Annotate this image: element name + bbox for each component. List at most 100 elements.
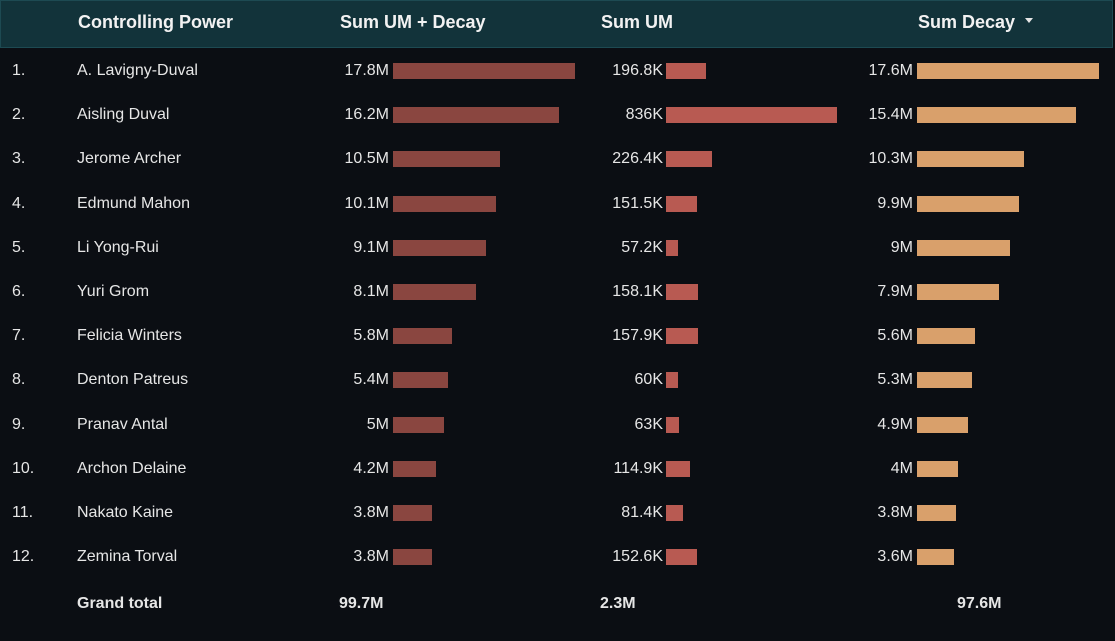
grand-total-label: Grand total bbox=[77, 595, 163, 612]
row-um-decay-value: 16.2M bbox=[344, 106, 389, 123]
row-um-decay-value: 5M bbox=[366, 416, 389, 433]
row-decay-bar bbox=[917, 549, 954, 565]
row-um-decay-value: 3.8M bbox=[353, 548, 389, 565]
row-rank: 12. bbox=[12, 548, 35, 565]
row-um-decay-bar bbox=[393, 372, 448, 388]
header-controlling-power[interactable]: Controlling Power bbox=[78, 12, 233, 32]
row-rank: 3. bbox=[12, 150, 26, 167]
row-um-decay-value: 17.8M bbox=[344, 62, 389, 79]
row-rank: 2. bbox=[12, 106, 26, 123]
grand-total-um-decay: 99.7M bbox=[339, 595, 384, 612]
table-row[interactable]: 3. Jerome Archer 10.5M 226.4K 10.3M bbox=[0, 137, 1115, 181]
table-header: Controlling Power Sum UM + Decay Sum UM … bbox=[0, 0, 1113, 48]
table-row[interactable]: 4. Edmund Mahon 10.1M 151.5K 9.9M bbox=[0, 182, 1115, 226]
row-power-name: Jerome Archer bbox=[77, 150, 182, 167]
row-decay-value: 7.9M bbox=[877, 283, 913, 300]
row-um-decay-value: 9.1M bbox=[353, 239, 389, 256]
grand-total-decay: 97.6M bbox=[957, 595, 1002, 612]
row-decay-value: 10.3M bbox=[868, 150, 913, 167]
row-rank: 5. bbox=[12, 239, 26, 256]
row-power-name: Li Yong-Rui bbox=[77, 239, 159, 256]
row-um-bar bbox=[666, 151, 712, 167]
row-decay-value: 5.3M bbox=[877, 371, 913, 388]
row-decay-value: 5.6M bbox=[877, 327, 913, 344]
table-row[interactable]: 2. Aisling Duval 16.2M 836K 15.4M bbox=[0, 93, 1115, 137]
row-um-value: 196.8K bbox=[612, 62, 663, 79]
row-decay-bar bbox=[917, 461, 958, 477]
row-decay-bar bbox=[917, 196, 1019, 212]
table-row[interactable]: 11. Nakato Kaine 3.8M 81.4K 3.8M bbox=[0, 491, 1115, 535]
row-decay-bar bbox=[917, 505, 956, 521]
table-row[interactable]: 9. Pranav Antal 5M 63K 4.9M bbox=[0, 403, 1115, 447]
row-power-name: Edmund Mahon bbox=[77, 195, 190, 212]
row-decay-bar bbox=[917, 284, 999, 300]
row-rank: 9. bbox=[12, 416, 26, 433]
row-um-value: 60K bbox=[634, 371, 663, 388]
row-decay-bar bbox=[917, 372, 972, 388]
row-power-name: Yuri Grom bbox=[77, 283, 150, 300]
row-decay-bar bbox=[917, 151, 1024, 167]
table-row[interactable]: 5. Li Yong-Rui 9.1M 57.2K 9M bbox=[0, 226, 1115, 270]
row-power-name: Archon Delaine bbox=[77, 460, 187, 477]
row-um-bar bbox=[666, 549, 697, 565]
row-um-decay-bar bbox=[393, 284, 476, 300]
row-decay-bar bbox=[917, 240, 1010, 256]
row-um-value: 151.5K bbox=[612, 195, 663, 212]
row-um-bar bbox=[666, 328, 698, 344]
row-decay-bar bbox=[917, 63, 1099, 79]
row-decay-value: 4.9M bbox=[877, 416, 913, 433]
row-um-decay-value: 3.8M bbox=[353, 504, 389, 521]
row-um-decay-bar bbox=[393, 461, 436, 477]
row-decay-value: 15.4M bbox=[868, 106, 913, 123]
table-row[interactable]: 12. Zemina Torval 3.8M 152.6K 3.6M bbox=[0, 535, 1115, 579]
header-sum-decay-label: Sum Decay bbox=[918, 12, 1016, 32]
row-rank: 11. bbox=[12, 504, 34, 521]
row-um-decay-bar bbox=[393, 196, 496, 212]
row-um-decay-value: 5.4M bbox=[353, 371, 389, 388]
header-sum-um[interactable]: Sum UM bbox=[601, 12, 673, 32]
row-rank: 7. bbox=[12, 327, 26, 344]
table-row[interactable]: 1. A. Lavigny-Duval 17.8M 196.8K 17.6M bbox=[0, 49, 1115, 93]
row-power-name: Pranav Antal bbox=[77, 416, 168, 433]
table-row[interactable]: 10. Archon Delaine 4.2M 114.9K 4M bbox=[0, 447, 1115, 491]
grand-total-row: Grand total 99.7M 2.3M 97.6M bbox=[0, 582, 1115, 626]
row-um-decay-bar bbox=[393, 328, 452, 344]
row-um-bar bbox=[666, 505, 683, 521]
row-um-decay-value: 10.1M bbox=[344, 195, 389, 212]
row-um-value: 63K bbox=[634, 416, 663, 433]
row-decay-value: 3.6M bbox=[877, 548, 913, 565]
row-power-name: Zemina Torval bbox=[77, 548, 178, 565]
row-um-bar bbox=[666, 240, 678, 256]
row-um-bar bbox=[666, 372, 678, 388]
row-power-name: Nakato Kaine bbox=[77, 504, 174, 521]
row-um-decay-bar bbox=[393, 549, 432, 565]
row-decay-bar bbox=[917, 328, 975, 344]
row-um-value: 158.1K bbox=[612, 283, 663, 300]
row-power-name: Denton Patreus bbox=[77, 371, 189, 388]
row-um-decay-bar bbox=[393, 63, 575, 79]
row-um-value: 57.2K bbox=[621, 239, 663, 256]
row-decay-value: 9M bbox=[890, 239, 913, 256]
table-row[interactable]: 8. Denton Patreus 5.4M 60K 5.3M bbox=[0, 358, 1115, 402]
row-um-decay-value: 10.5M bbox=[344, 150, 389, 167]
row-um-decay-value: 8.1M bbox=[353, 283, 389, 300]
row-power-name: Felicia Winters bbox=[77, 327, 182, 344]
row-decay-value: 3.8M bbox=[877, 504, 913, 521]
sort-desc-icon[interactable] bbox=[1025, 17, 1034, 23]
row-um-decay-value: 4.2M bbox=[353, 460, 389, 477]
row-um-bar bbox=[666, 196, 697, 212]
row-um-value: 836K bbox=[625, 106, 663, 123]
row-um-decay-bar bbox=[393, 417, 444, 433]
table-row[interactable]: 6. Yuri Grom 8.1M 158.1K 7.9M bbox=[0, 270, 1115, 314]
row-power-name: A. Lavigny-Duval bbox=[77, 62, 198, 79]
row-power-name: Aisling Duval bbox=[77, 106, 170, 123]
header-sum-decay[interactable]: Sum Decay bbox=[918, 1, 1034, 49]
row-decay-bar bbox=[917, 417, 968, 433]
row-decay-value: 17.6M bbox=[868, 62, 913, 79]
table-row[interactable]: 7. Felicia Winters 5.8M 157.9K 5.6M bbox=[0, 314, 1115, 358]
row-um-bar bbox=[666, 284, 698, 300]
row-um-decay-value: 5.8M bbox=[353, 327, 389, 344]
header-sum-um-decay[interactable]: Sum UM + Decay bbox=[340, 12, 486, 32]
row-um-decay-bar bbox=[393, 505, 432, 521]
